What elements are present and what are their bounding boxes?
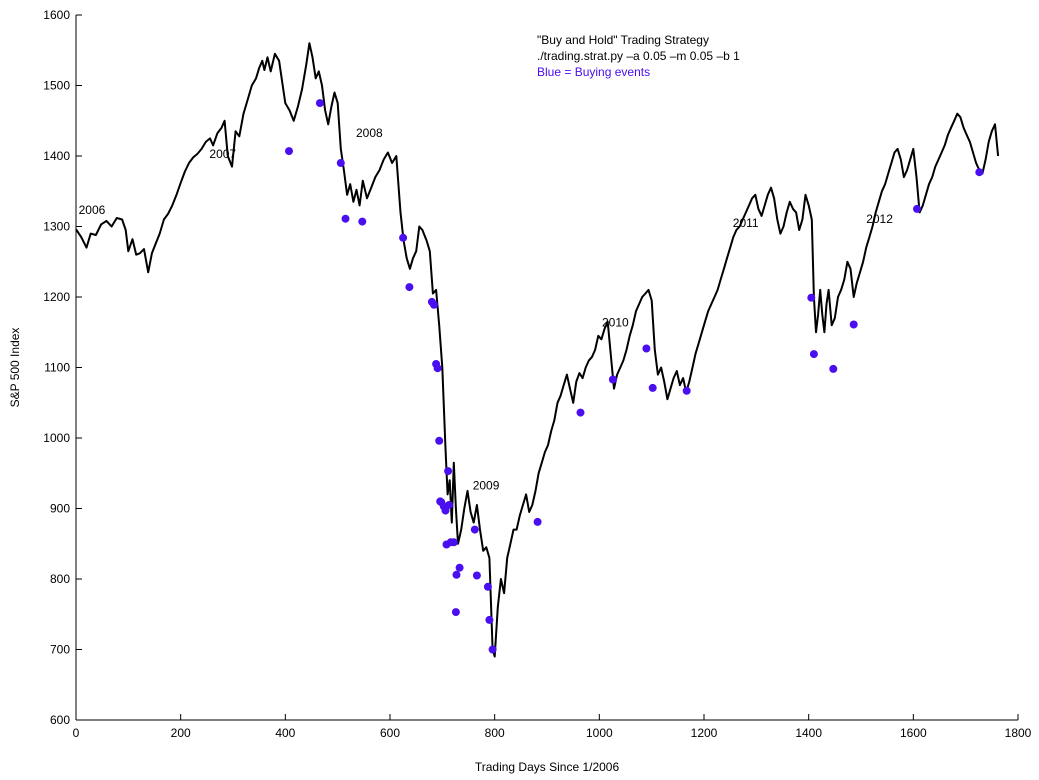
buy-events-group [285, 99, 984, 654]
buy-event-point [433, 364, 442, 373]
buy-event-point [576, 408, 585, 417]
y-tick-label: 1000 [43, 431, 70, 445]
buy-event-point [336, 159, 345, 167]
year-annotation: 2008 [356, 126, 383, 140]
buy-event-point [485, 615, 494, 624]
buy-event-point [455, 563, 464, 572]
x-tick-label: 1000 [586, 726, 613, 740]
y-tick-label: 800 [50, 572, 70, 586]
year-annotation: 2011 [733, 216, 759, 230]
y-axis-ticks: 600 700 800 900 1000 1100 1200 1300 1400 1500 1600 [43, 8, 82, 727]
buy-event-point [533, 517, 542, 526]
y-tick-label: 1400 [43, 149, 70, 163]
buy-event-point [809, 350, 818, 359]
buy-event-point [642, 344, 651, 353]
x-tick-label: 1800 [1005, 726, 1032, 740]
buy-event-point [341, 214, 350, 223]
x-axis-ticks: 0 200 400 600 800 1000 1200 1400 1600 1800 [73, 714, 1032, 740]
x-tick-label: 600 [380, 726, 400, 740]
buy-event-point [315, 99, 324, 108]
buy-event-point [849, 320, 858, 329]
buy-event-point [472, 571, 481, 580]
x-tick-label: 1200 [691, 726, 718, 740]
y-tick-label: 1300 [43, 220, 70, 234]
x-tick-label: 400 [275, 726, 295, 740]
buy-event-point [488, 645, 497, 654]
buy-event-point [435, 436, 444, 445]
year-annotations: 2006 2007 2008 2009 2010 2011 2012 [79, 126, 894, 493]
year-annotation: 2007 [209, 147, 236, 161]
buy-event-point [483, 582, 492, 591]
buy-event-point [807, 293, 816, 302]
x-tick-label: 1600 [900, 726, 927, 740]
series-group [75, 42, 1000, 658]
legend-note: Blue = Buying events [537, 65, 650, 79]
buy-event-point [608, 375, 617, 384]
x-tick-label: 800 [485, 726, 505, 740]
year-annotation: 2009 [473, 479, 500, 493]
x-tick-label: 200 [171, 726, 191, 740]
y-tick-label: 1200 [43, 290, 70, 304]
buy-event-point [444, 467, 453, 476]
y-tick-label: 600 [50, 713, 70, 727]
y-tick-label: 700 [50, 643, 70, 657]
axes: 0 200 400 600 800 1000 1200 1400 1600 1800 600 700… [43, 8, 1031, 740]
chart-subtitle: ./trading.strat.py –a 0.05 –m 0.05 –b 1 [537, 49, 740, 63]
y-tick-label: 1500 [43, 79, 70, 93]
buy-event-point [470, 525, 479, 534]
buy-event-point [358, 217, 367, 226]
buy-event-point [405, 283, 414, 292]
y-tick-label: 900 [50, 502, 70, 516]
buy-event-point [452, 570, 461, 579]
chart-title: "Buy and Hold" Trading Strategy [537, 33, 709, 47]
year-annotation: 2010 [602, 316, 629, 330]
buy-event-point [430, 300, 438, 309]
year-annotation: 2012 [866, 212, 893, 226]
buy-event-point [451, 608, 460, 617]
buy-event-point [829, 364, 838, 373]
buy-event-point [445, 501, 454, 509]
buy-event-point [399, 233, 408, 242]
x-tick-label: 1400 [795, 726, 822, 740]
year-annotation: 2006 [79, 203, 106, 217]
buy-event-point [975, 168, 984, 177]
buy-event-point [449, 538, 458, 547]
buy-event-point [913, 204, 921, 213]
y-axis-label: S&P 500 Index [8, 328, 22, 408]
x-axis-label: Trading Days Since 1/2006 [475, 760, 620, 774]
buy-event-point [682, 386, 691, 395]
buy-event-point [285, 147, 293, 156]
x-tick-label: 0 [73, 726, 80, 740]
buy-event-point [648, 383, 657, 392]
y-tick-label: 1100 [44, 361, 70, 375]
sp500-series-line [75, 42, 1000, 658]
y-tick-label: 1600 [43, 8, 70, 22]
